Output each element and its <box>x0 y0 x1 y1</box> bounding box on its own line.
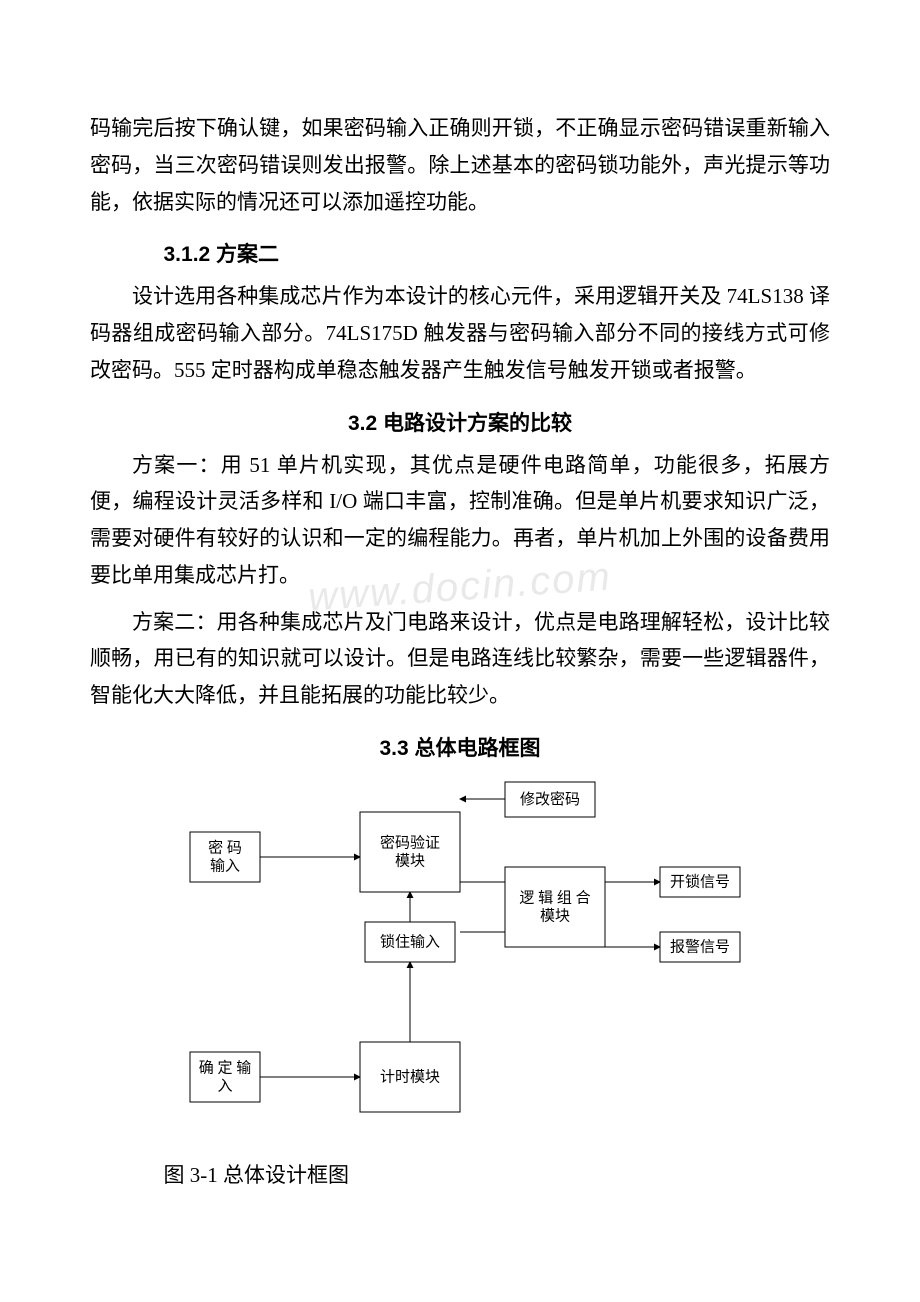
node-logic <box>505 867 605 947</box>
paragraph-scheme2: 设计选用各种集成芯片作为本设计的核心元件，采用逻辑开关及 74LS138 译码器… <box>90 278 830 388</box>
node-label-confirm: 确 定 输 <box>199 1059 252 1076</box>
paragraph-compare2: 方案二：用各种集成芯片及门电路来设计，优点是电路理解轻松，设计比较顺畅，用已有的… <box>90 604 830 714</box>
node-label-change_pw: 修改密码 <box>520 791 580 808</box>
diagram-svg: 密 码输入密码验证模块修改密码逻 辑 组 合模块开锁信号报警信号锁住输入确 定 … <box>170 772 750 1142</box>
heading-3-1-2: 3.1.2 方案二 <box>90 238 830 268</box>
node-label-logic: 模块 <box>540 907 570 924</box>
node-confirm <box>190 1052 260 1102</box>
page: www.docin.com 码输完后按下确认键，如果密码输入正确则开锁，不正确显… <box>0 0 920 1302</box>
node-label-unlock: 开锁信号 <box>670 873 730 890</box>
node-label-lock_input: 锁住输入 <box>380 933 440 950</box>
node-label-timer: 计时模块 <box>380 1068 440 1085</box>
node-pw_input <box>190 832 260 882</box>
node-label-pw_input: 输入 <box>210 857 240 874</box>
heading-3-2: 3.2 电路设计方案的比较 <box>90 407 830 437</box>
figure-caption: 图 3-1 总体设计框图 <box>90 1159 830 1189</box>
paragraph-compare1: 方案一：用 51 单片机实现，其优点是硬件电路简单，功能很多，拓展方便，编程设计… <box>90 447 830 594</box>
block-diagram: 密 码输入密码验证模块修改密码逻 辑 组 合模块开锁信号报警信号锁住输入确 定 … <box>170 772 750 1147</box>
node-verify <box>360 812 460 892</box>
paragraph-continuation: 码输完后按下确认键，如果密码输入正确则开锁，不正确显示密码错误重新输入密码，当三… <box>90 110 830 220</box>
node-label-alarm: 报警信号 <box>670 938 730 955</box>
node-label-verify: 密码验证 <box>380 834 440 851</box>
node-label-confirm: 入 <box>217 1078 232 1094</box>
node-label-logic: 逻 辑 组 合 <box>519 889 590 906</box>
heading-3-3: 3.3 总体电路框图 <box>90 732 830 762</box>
node-label-pw_input: 密 码 <box>208 839 242 856</box>
node-label-verify: 模块 <box>395 852 425 869</box>
